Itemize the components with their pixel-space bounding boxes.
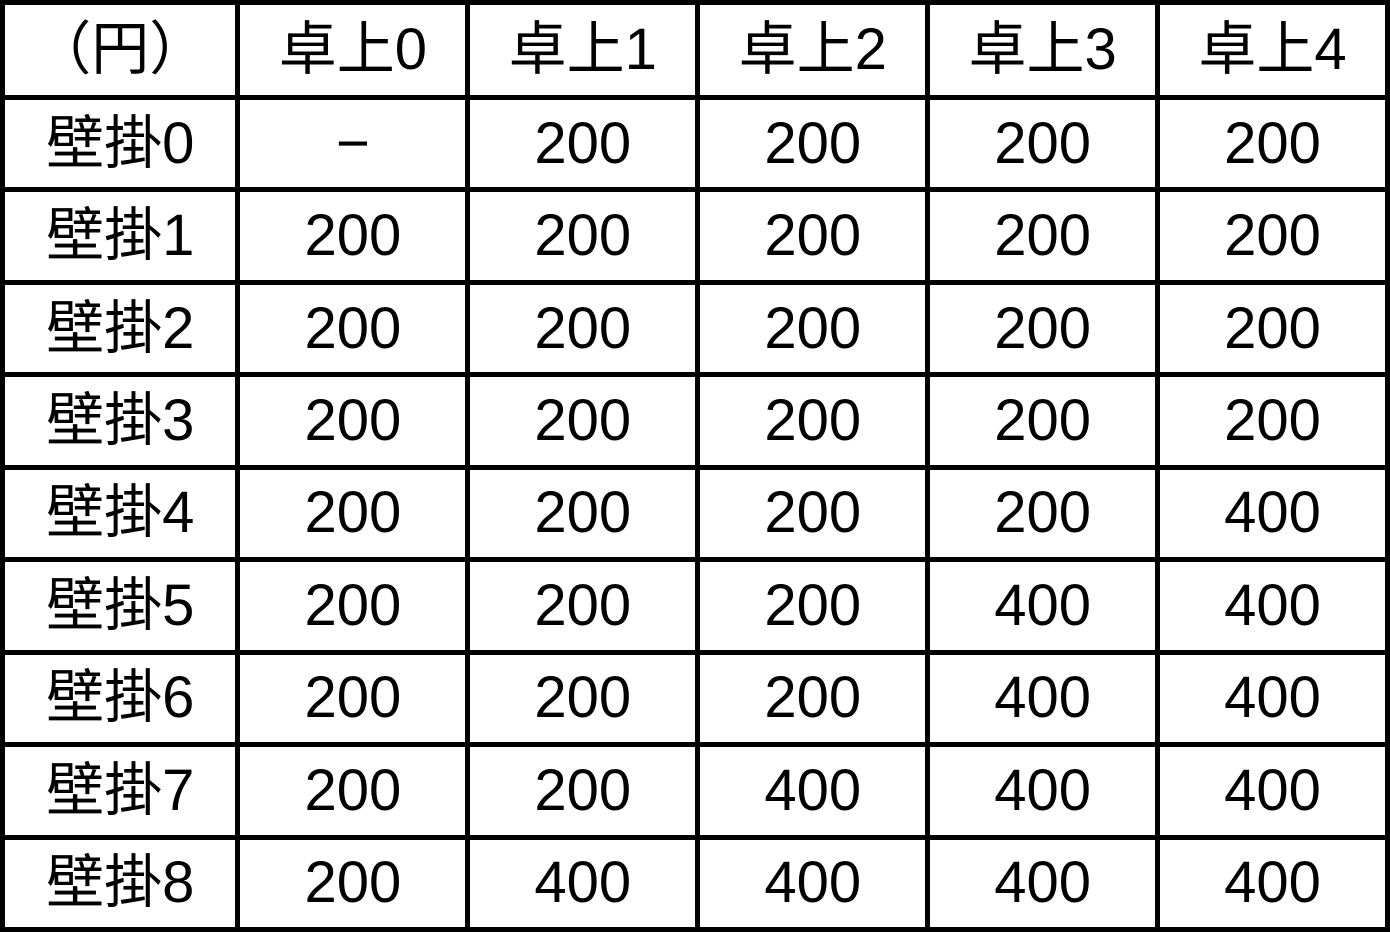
table-cell: 200: [925, 279, 1161, 378]
row-header-2: 壁掛2: [0, 279, 241, 378]
table-row: 壁掛6 200 200 200 400 400: [0, 649, 1390, 748]
table-cell: 400: [695, 742, 931, 840]
table-cell: 200: [1155, 279, 1390, 378]
table-cell: 200: [465, 372, 701, 470]
table-cell: 200: [235, 187, 471, 285]
table-cell: 200: [695, 649, 931, 748]
table-cell: −: [235, 94, 471, 193]
table-row: 壁掛0 − 200 200 200 200: [0, 94, 1390, 193]
table-cell: 200: [235, 279, 471, 378]
table-cell: 200: [925, 372, 1161, 470]
table-cell: 400: [925, 834, 1161, 932]
table-cell: 400: [1155, 464, 1390, 563]
table-cell: 200: [695, 279, 931, 378]
table-cell: 400: [1155, 649, 1390, 748]
table-cell: 200: [465, 94, 701, 193]
table-cell: 200: [235, 742, 471, 840]
table-row: 壁掛7 200 200 400 400 400: [0, 742, 1390, 840]
table-cell: 200: [695, 94, 931, 193]
row-header-1: 壁掛1: [0, 187, 241, 285]
table-cell: 200: [465, 464, 701, 563]
column-header-1: 卓上1: [465, 0, 701, 100]
table-cell: 200: [465, 187, 701, 285]
row-header-7: 壁掛7: [0, 742, 241, 840]
table-cell: 200: [695, 372, 931, 470]
row-header-5: 壁掛5: [0, 557, 241, 655]
table-cell: 200: [695, 464, 931, 563]
table-cell: 200: [1155, 372, 1390, 470]
table-row: 壁掛5 200 200 200 400 400: [0, 557, 1390, 655]
table-cell: 200: [695, 187, 931, 285]
column-header-3: 卓上3: [925, 0, 1161, 100]
table-row: 壁掛4 200 200 200 200 400: [0, 464, 1390, 563]
corner-unit-cell: （円）: [0, 0, 241, 100]
table-cell: 200: [1155, 187, 1390, 285]
table-cell: 200: [235, 557, 471, 655]
table-cell: 200: [925, 464, 1161, 563]
table-cell: 200: [695, 557, 931, 655]
column-header-0: 卓上0: [235, 0, 471, 100]
header-row: （円） 卓上0 卓上1 卓上2 卓上3 卓上4: [0, 0, 1390, 100]
table-row: 壁掛2 200 200 200 200 200: [0, 279, 1390, 378]
table-cell: 400: [1155, 742, 1390, 840]
column-header-2: 卓上2: [695, 0, 931, 100]
row-header-6: 壁掛6: [0, 649, 241, 748]
column-header-4: 卓上4: [1155, 0, 1390, 100]
table-cell: 400: [925, 742, 1161, 840]
table-row: 壁掛8 200 400 400 400 400: [0, 834, 1390, 932]
table-cell: 400: [695, 834, 931, 932]
table-cell: 200: [235, 649, 471, 748]
row-header-3: 壁掛3: [0, 372, 241, 470]
table-row: 壁掛1 200 200 200 200 200: [0, 187, 1390, 285]
table-cell: 200: [235, 464, 471, 563]
table-cell: 200: [1155, 94, 1390, 193]
table-cell: 200: [235, 834, 471, 932]
table-cell: 200: [465, 742, 701, 840]
table-cell: 200: [465, 557, 701, 655]
table-cell: 400: [925, 649, 1161, 748]
table-cell: 200: [925, 94, 1161, 193]
table-cell: 400: [1155, 834, 1390, 932]
table-cell: 200: [235, 372, 471, 470]
table-cell: 200: [465, 279, 701, 378]
table-cell: 400: [465, 834, 701, 932]
table-cell: 200: [925, 187, 1161, 285]
table-cell: 200: [465, 649, 701, 748]
table-cell: 400: [1155, 557, 1390, 655]
row-header-8: 壁掛8: [0, 834, 241, 932]
table-row: 壁掛3 200 200 200 200 200: [0, 372, 1390, 470]
row-header-4: 壁掛4: [0, 464, 241, 563]
row-header-0: 壁掛0: [0, 94, 241, 193]
table-cell: 400: [925, 557, 1161, 655]
